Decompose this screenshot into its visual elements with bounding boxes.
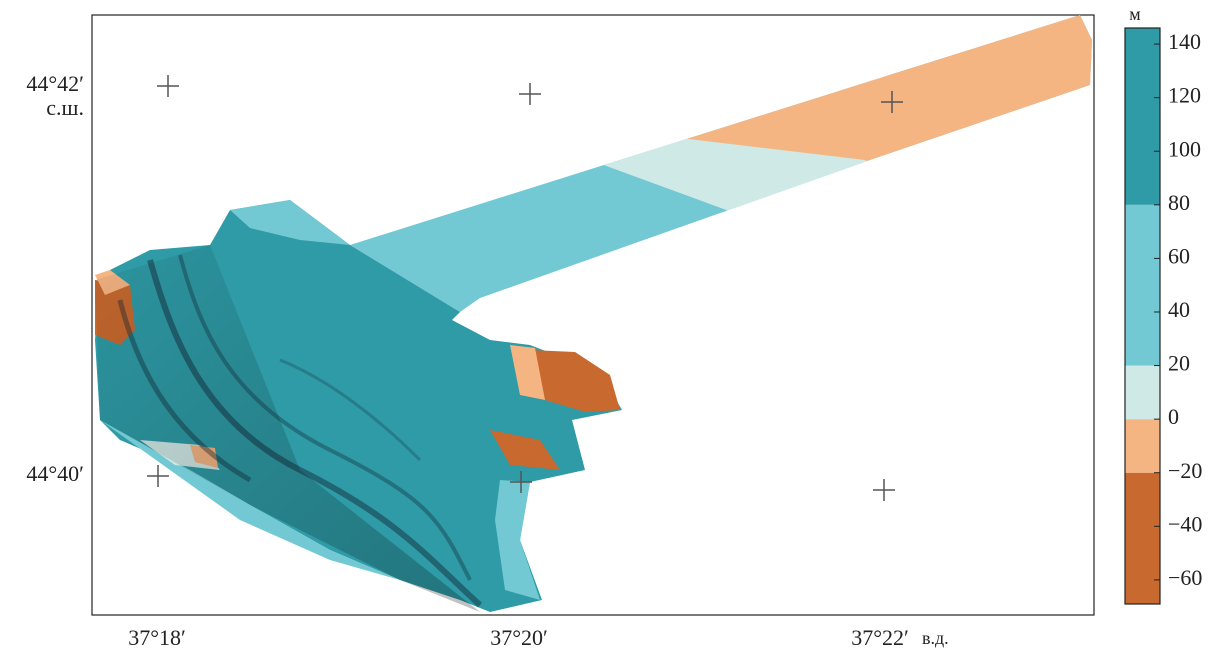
colorbar-tick-label: 100: [1168, 136, 1201, 161]
page: 44°42′с.ш. 44°40′ 37°18′ 37°20′ 37°22′ в.д. м 1…: [0, 0, 1220, 650]
figure: 44°42′с.ш. 44°40′ 37°18′ 37°20′ 37°22′ в.д. м 1…: [0, 0, 1220, 650]
colorbar-tick-label: 120: [1168, 83, 1201, 108]
colorbar-band: [1125, 366, 1160, 420]
colorbar-tick-label: 20: [1168, 351, 1190, 376]
lat-label: 44°42′: [26, 71, 84, 96]
colorbar-band: [1125, 28, 1160, 205]
colorbar-band: [1125, 473, 1160, 604]
colorbar-tick-label: −20: [1168, 458, 1202, 483]
lon-label: 37°18′: [128, 625, 186, 650]
colorbar-band: [1125, 205, 1160, 366]
lon-label: 37°20′: [490, 625, 548, 650]
lon-unit: в.д.: [922, 628, 949, 648]
colorbar-tick-label: 0: [1168, 404, 1179, 429]
colorbar-tick-label: 80: [1168, 190, 1190, 215]
colorbar-unit: м: [1129, 4, 1140, 24]
lon-label: 37°22′: [851, 625, 909, 650]
lat-label: 44°40′: [26, 461, 84, 486]
colorbar-band: [1125, 419, 1160, 473]
colorbar-tick-label: 60: [1168, 243, 1190, 268]
colorbar-tick-label: 40: [1168, 297, 1190, 322]
colorbar-tick-label: −60: [1168, 565, 1202, 590]
colorbar-tick-label: 140: [1168, 29, 1201, 54]
lat-unit: с.ш.: [46, 95, 84, 120]
colorbar-tick-label: −40: [1168, 511, 1202, 536]
